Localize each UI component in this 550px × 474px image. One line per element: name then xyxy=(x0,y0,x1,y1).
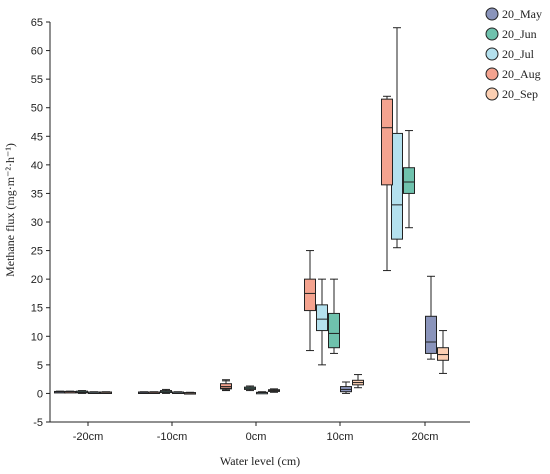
box-20-aug-0cm xyxy=(220,379,232,391)
y-tick-label: -5 xyxy=(33,417,43,429)
box-body xyxy=(220,383,232,389)
box-body xyxy=(381,98,393,186)
box-20-jul-10cm xyxy=(316,278,328,366)
y-tick-label: 25 xyxy=(31,246,43,258)
box-body xyxy=(425,315,437,354)
box-20-may--20cm xyxy=(54,390,66,394)
legend-marker xyxy=(485,67,499,81)
box-20-sep-20cm xyxy=(437,330,449,374)
y-axis-title: Methane flux (mg·m⁻²·h⁻¹) xyxy=(3,143,17,277)
legend-item-20-jul: 20_Jul xyxy=(485,47,535,61)
box-body xyxy=(304,278,316,312)
box-20-aug--10cm xyxy=(148,391,160,394)
box-20-jun-20cm xyxy=(403,130,415,229)
box-20-may-10cm xyxy=(340,381,352,394)
legend-label: 20_Aug xyxy=(502,67,541,81)
legend-item-20-jun: 20_Jun xyxy=(485,27,537,41)
box-20-jul--20cm xyxy=(88,391,100,394)
x-ticks: -20cm -10cm 0cm 10cm 20cm xyxy=(73,422,439,443)
box-20-sep-10cm xyxy=(352,374,364,389)
y-tick-label: 40 xyxy=(31,160,43,172)
y-tick-label: 60 xyxy=(31,46,43,58)
box-20-jun--10cm xyxy=(160,388,172,394)
x-tick-label: 0cm xyxy=(246,431,267,443)
box-body xyxy=(437,347,449,361)
legend-label: 20_Jul xyxy=(502,47,535,61)
box-20-jul-0cm xyxy=(256,391,268,395)
y-tick-label: 0 xyxy=(37,388,43,400)
legend-label: 20_Sep xyxy=(502,87,538,101)
x-tick-label: 20cm xyxy=(412,431,439,443)
y-tick-label: 35 xyxy=(31,188,43,200)
box-20-may-20cm xyxy=(425,275,437,360)
x-axis-title: Water level (cm) xyxy=(220,454,300,468)
y-tick-label: 55 xyxy=(31,74,43,86)
x-tick-label: 10cm xyxy=(327,431,354,443)
y-tick-label: 50 xyxy=(31,103,43,115)
axes-layer xyxy=(49,22,470,423)
y-tick-label: 10 xyxy=(31,331,43,343)
legend-item-20-aug: 20_Aug xyxy=(485,67,541,81)
box-body xyxy=(403,167,415,194)
legend-label: 20_Jun xyxy=(502,27,537,41)
box-20-sep--20cm xyxy=(100,391,112,394)
box-body xyxy=(316,304,328,332)
legend-item-20-sep: 20_Sep xyxy=(485,87,538,101)
box-20-jun--20cm xyxy=(76,390,88,394)
box-20-jun-10cm xyxy=(328,278,340,354)
y-tick-label: 15 xyxy=(31,303,43,315)
box-20-sep-0cm xyxy=(268,388,280,393)
y-tick-label: 5 xyxy=(37,360,43,372)
y-tick-label: 30 xyxy=(31,217,43,229)
box-20-jul--10cm xyxy=(172,391,184,394)
x-tick-label: -20cm xyxy=(73,431,104,443)
boxes-layer xyxy=(54,27,449,395)
box-body xyxy=(328,312,340,349)
box-20-jul-20cm xyxy=(391,27,403,249)
y-tick-label: 65 xyxy=(31,17,43,29)
box-20-aug-20cm xyxy=(381,95,393,272)
legend-label: 20_May xyxy=(502,7,542,21)
y-tick-label: 45 xyxy=(31,131,43,143)
box-20-aug--20cm xyxy=(64,390,76,394)
x-tick-label: -10cm xyxy=(157,431,188,443)
legend-marker xyxy=(485,27,499,41)
legend: 20_May 20_Jun 20_Jul 20_Aug 20_Sep xyxy=(485,7,542,101)
legend-marker xyxy=(485,47,499,61)
y-ticks: -5 0 5 10 15 20 25 30 35 40 45 50 55 60 65 xyxy=(31,17,50,429)
legend-marker xyxy=(485,87,499,101)
box-body xyxy=(391,132,403,240)
box-20-sep--10cm xyxy=(184,391,196,395)
box-20-aug-10cm xyxy=(304,250,316,352)
box-20-may--10cm xyxy=(138,391,150,394)
legend-item-20-may: 20_May xyxy=(485,7,542,21)
legend-marker xyxy=(485,7,499,21)
y-tick-label: 20 xyxy=(31,274,43,286)
box-20-jun-0cm xyxy=(244,385,256,392)
